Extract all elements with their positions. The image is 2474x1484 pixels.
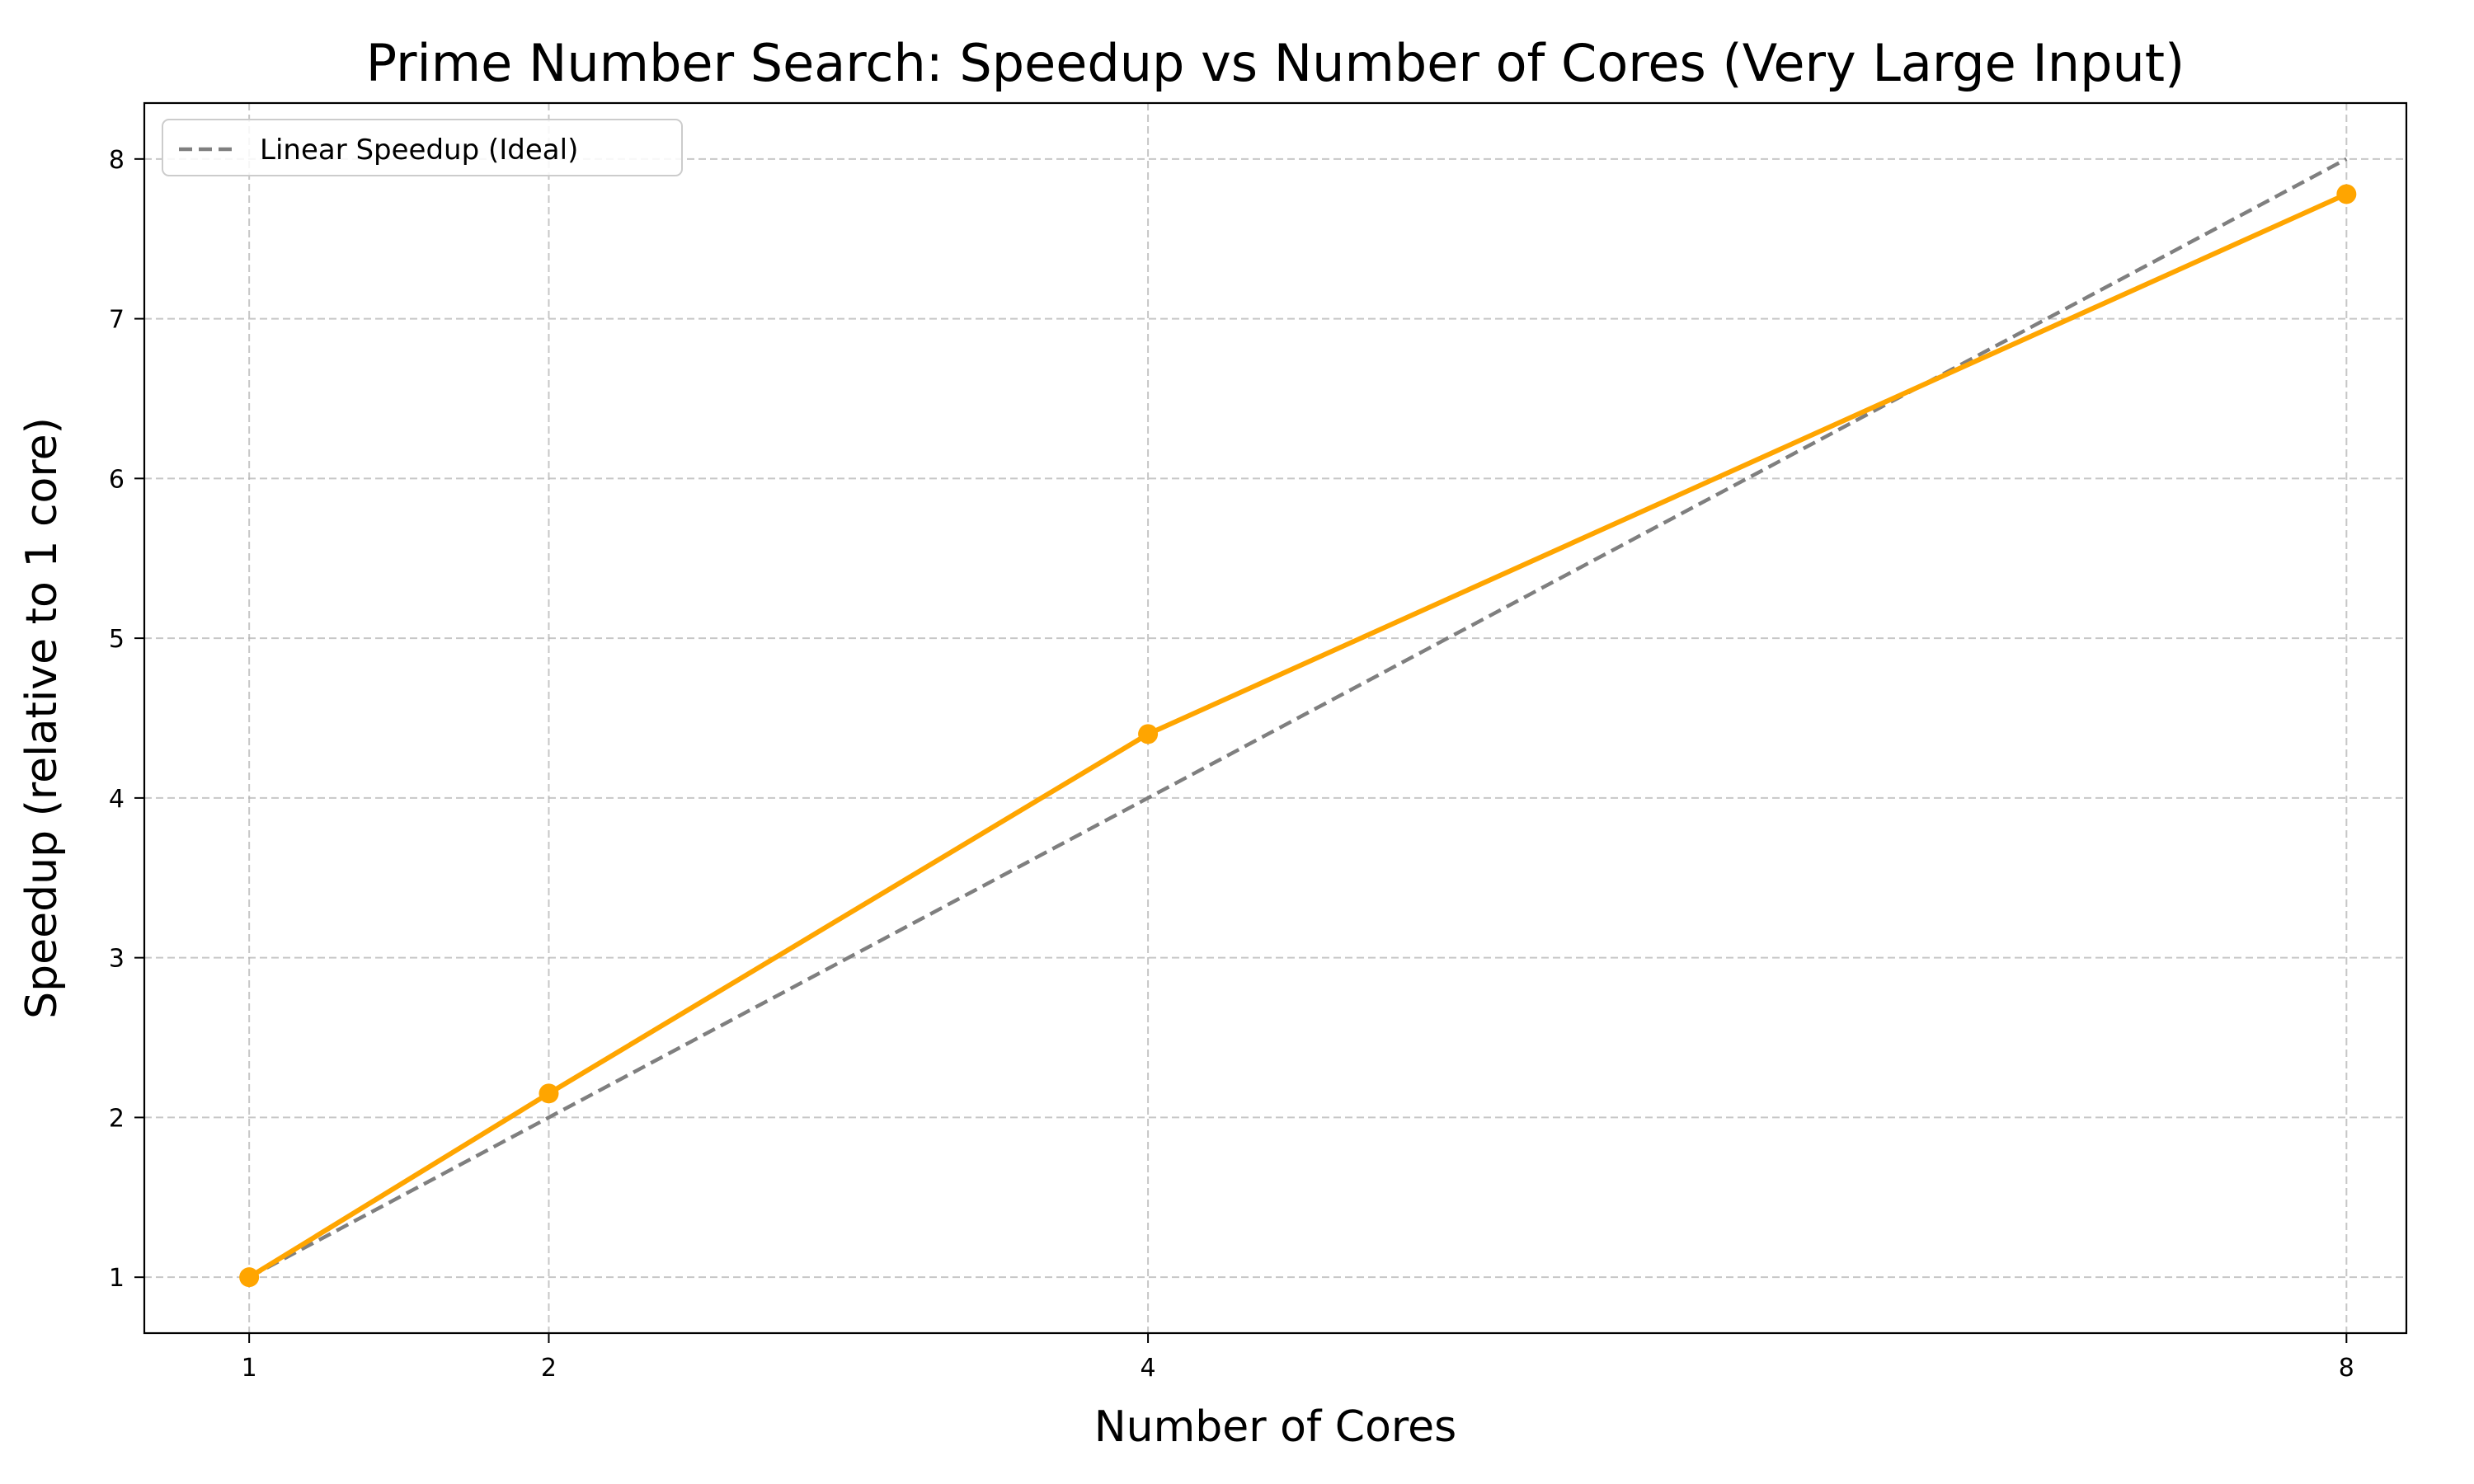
plot-frame — [143, 101, 2408, 1335]
x-tick-label: 1 — [242, 1354, 257, 1383]
x-tick-label: 4 — [1141, 1354, 1156, 1383]
legend-label: Linear Speedup (Ideal) — [260, 134, 578, 167]
y-axis-label: Speedup (relative to 1 core) — [17, 417, 67, 1019]
y-tick-label: 3 — [109, 945, 125, 974]
y-tick-label: 2 — [109, 1104, 125, 1133]
legend: Linear Speedup (Ideal) — [162, 119, 683, 176]
x-tick-label: 2 — [541, 1354, 557, 1383]
ideal-speedup-line — [248, 157, 2348, 1280]
speedup-point — [539, 1083, 559, 1104]
speedup-point — [1138, 724, 1159, 744]
x-tick-label: 8 — [2339, 1354, 2354, 1383]
y-tick-label: 6 — [109, 465, 125, 494]
speedup-point — [2336, 184, 2357, 204]
x-axis-label: Number of Cores — [1094, 1402, 1457, 1452]
y-tick-label: 1 — [109, 1264, 125, 1293]
speedup-line — [247, 191, 2349, 1280]
series-layer — [239, 157, 2357, 1288]
chart-title: Prime Number Search: Speedup vs Number o… — [366, 33, 2185, 93]
y-tick-label: 5 — [109, 625, 125, 654]
grid-layer — [144, 103, 2406, 1333]
y-tick-label: 7 — [109, 306, 125, 335]
speedup-point — [239, 1267, 260, 1288]
legend-box — [162, 119, 683, 176]
y-tick-label: 8 — [109, 146, 125, 175]
y-tick-label: 4 — [109, 785, 125, 814]
